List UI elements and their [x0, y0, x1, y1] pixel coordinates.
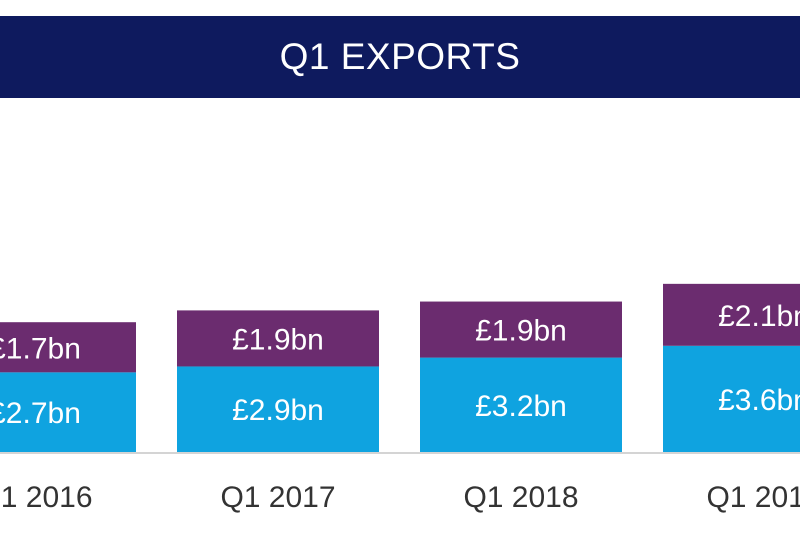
- chart-title: Q1 EXPORTS: [279, 36, 521, 77]
- bar-value-label: £1.9bn: [232, 323, 324, 356]
- bar-segment-upper-3: [663, 283, 800, 346]
- chart-title-bar: Q1 EXPORTS: [0, 16, 800, 98]
- bar-value-label: £2.7bn: [0, 397, 81, 430]
- bar-segment-lower-0: [0, 372, 136, 452]
- bar-value-label: £2.9bn: [232, 394, 324, 427]
- bar-segment-lower-2: [420, 357, 622, 452]
- bar-segment-upper-0: [0, 322, 136, 373]
- bar-group: £2.7bn £1.7bn £2.9bn £1.9bn £3.2bn £1.9bn £3.6…: [0, 283, 800, 452]
- x-axis-labels: Q1 2016 Q1 2017 Q1 2018 Q1 2019: [0, 481, 800, 514]
- bar-value-label: £2.1bn: [718, 300, 800, 333]
- bar-value-label: £1.7bn: [0, 332, 81, 365]
- bar-segment-upper-2: [420, 301, 622, 358]
- bar-segment-upper-1: [177, 310, 379, 367]
- bar-value-label: £3.2bn: [475, 390, 567, 423]
- x-tick-label: Q1 2018: [463, 481, 578, 514]
- bar-value-label: £1.9bn: [475, 315, 567, 348]
- x-tick-label: Q1 2017: [220, 481, 335, 514]
- bar-value-label: £3.6bn: [718, 384, 800, 417]
- x-tick-label: Q1 2016: [0, 481, 93, 514]
- x-tick-label: Q1 2019: [706, 481, 800, 514]
- bar-segment-lower-1: [177, 366, 379, 452]
- bar-segment-lower-3: [663, 345, 800, 452]
